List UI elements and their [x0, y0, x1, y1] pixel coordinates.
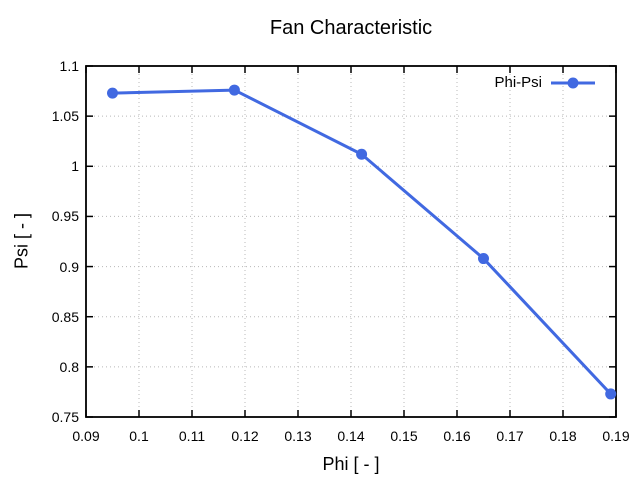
legend: Phi-Psi: [494, 74, 595, 91]
legend-sample-marker: [567, 77, 579, 89]
x-axis-label: Phi [ - ]: [322, 454, 380, 474]
data-point: [356, 148, 368, 160]
x-tick-label: 0.12: [231, 428, 259, 444]
x-tick-label: 0.1: [129, 428, 149, 444]
chart-title: Fan Characteristic: [269, 17, 433, 39]
y-tick-label: 1.1: [59, 58, 79, 74]
y-tick-label: 0.8: [59, 358, 79, 375]
plot-border: [85, 65, 617, 418]
x-tick-label: 0.14: [337, 428, 365, 444]
y-tick-label: 1.05: [51, 108, 79, 125]
x-tick-label: 0.13: [284, 428, 312, 444]
x-tick-label: 0.16: [443, 428, 471, 444]
legend-sample-line: [551, 77, 595, 89]
x-tick-label: 0.19: [602, 428, 630, 444]
y-tick-label: 0.95: [51, 208, 79, 225]
y-tick-label: 1: [71, 158, 79, 175]
data-point: [478, 253, 489, 265]
legend-label: Phi-Psi: [494, 74, 542, 91]
data-point: [228, 84, 240, 96]
x-tick-label: 0.15: [390, 428, 418, 444]
y-tick-label: 0.75: [51, 409, 79, 425]
x-tick-label: 0.11: [178, 428, 206, 444]
data-point: [605, 388, 617, 400]
data-point: [107, 87, 118, 99]
y-tick-label: 0.85: [51, 308, 79, 325]
series-line: [111, 88, 613, 396]
y-tick-label: 0.9: [59, 258, 79, 275]
x-tick-label: 0.18: [549, 428, 577, 444]
x-tick-label: 0.17: [496, 428, 524, 444]
x-tick-label: 0.09: [72, 428, 100, 444]
